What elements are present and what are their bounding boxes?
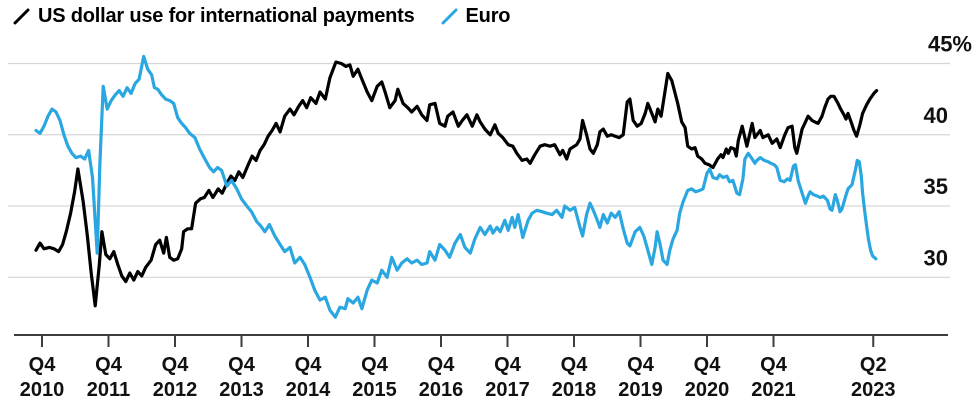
x-tick-quarter: Q4	[760, 354, 788, 376]
x-tick-year: 2021	[751, 379, 796, 401]
usd-line	[34, 60, 879, 308]
euro-line	[34, 54, 878, 319]
x-tick-year: 2014	[286, 379, 331, 401]
usd-slash-icon	[13, 8, 30, 25]
x-tick-year: 2020	[685, 379, 730, 401]
series-layer	[34, 54, 879, 319]
x-tick-year: 2015	[352, 379, 397, 401]
legend-label-euro: Euro	[465, 5, 511, 27]
x-tick-year: 2010	[20, 379, 65, 401]
euro-slash-icon	[441, 8, 458, 25]
label-layer: 45% 40 35 30 Q4 2010 Q4 2011 Q4 2012 Q4 2013 Q4 2014 Q…	[20, 32, 972, 402]
x-tick-quarter: Q4	[228, 354, 256, 376]
x-tick-year: 2016	[419, 379, 464, 401]
x-tick-year: 2012	[153, 379, 198, 401]
x-tick-quarter: Q4	[95, 354, 123, 376]
x-tick-year: 2019	[618, 379, 663, 401]
grid-layer	[8, 62, 950, 278]
x-tick-quarter: Q4	[361, 354, 389, 376]
x-tick-quarter: Q4	[694, 354, 722, 376]
x-tick-quarter: Q4	[627, 354, 655, 376]
x-tick-quarter: Q4	[295, 354, 323, 376]
y-axis-label: 35	[924, 174, 948, 199]
x-tick-quarter: Q4	[29, 354, 57, 376]
x-tick-quarter: Q4	[428, 354, 456, 376]
x-tick-year: 2023	[851, 379, 896, 401]
y-axis-label: 40	[924, 103, 948, 128]
x-tick-year: 2013	[219, 379, 264, 401]
x-tick-year: 2018	[552, 379, 597, 401]
x-tick-year: 2011	[87, 379, 130, 401]
x-tick-quarter: Q4	[494, 354, 522, 376]
y-axis-label: 30	[924, 245, 948, 270]
legend: US dollar use for international payments…	[13, 5, 510, 28]
x-tick-quarter: Q2	[860, 354, 887, 376]
y-axis-label: 45%	[928, 32, 972, 57]
x-tick-year: 2017	[485, 379, 530, 401]
legend-label-usd: US dollar use for international payments	[38, 5, 415, 27]
axis-layer	[14, 334, 948, 347]
legend-item-euro: Euro	[441, 5, 511, 28]
x-tick-quarter: Q4	[561, 354, 589, 376]
legend-item-usd: US dollar use for international payments	[13, 5, 415, 28]
x-tick-quarter: Q4	[162, 354, 190, 376]
